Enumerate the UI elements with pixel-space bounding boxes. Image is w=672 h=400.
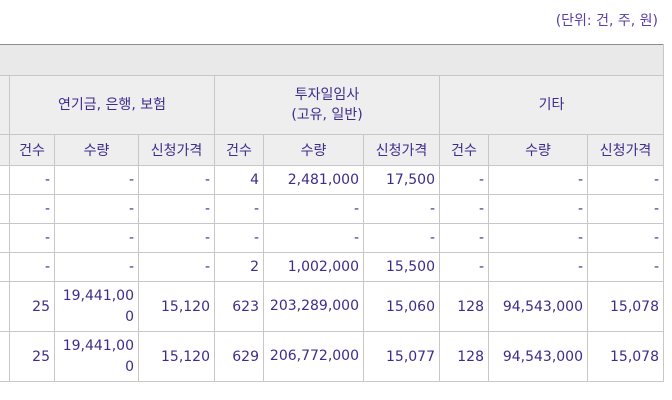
table-row: 25 19,441,000 15,120 629 206,772,000 15,… (0, 331, 664, 382)
table-cell: 17,500 (363, 165, 440, 195)
group-label: 투자일임사 (294, 87, 360, 103)
row-edge-cell (0, 194, 10, 224)
row-edge-cell (0, 281, 10, 332)
table-cell: - (488, 223, 588, 253)
table-cell: 94,543,000 (488, 281, 588, 332)
group-label: 기타 (538, 97, 565, 113)
group-header-edge (0, 75, 10, 135)
table-row: 25 19,441,000 15,120 623 203,289,000 15,… (0, 281, 664, 332)
table-cell: - (488, 194, 588, 224)
table-cell: 25 (9, 281, 55, 332)
sub-header-edge (0, 134, 10, 166)
sub-header-quantity: 수량 (54, 134, 139, 166)
table-cell: 128 (439, 281, 489, 332)
table-cell: - (587, 252, 664, 282)
table-row: - - - 2 1,002,000 15,500 - - - (0, 252, 664, 282)
table-cell: - (214, 223, 264, 253)
group-header-institutions: 연기금, 은행, 보험 (9, 75, 215, 135)
table-cell: - (138, 194, 215, 224)
table-cell: 15,078 (587, 331, 664, 382)
table-cell: - (363, 194, 440, 224)
table-row: - - - 4 2,481,000 17,500 - - - (0, 165, 664, 195)
sub-header-quantity: 수량 (263, 134, 364, 166)
table-cell: - (587, 223, 664, 253)
subscription-table-container: 연기금, 은행, 보험 투자일임사 (고유, 일반) 기타 건수 수량 신청가격… (0, 44, 664, 382)
table-cell: 15,060 (363, 281, 440, 332)
table-cell: 206,772,000 (263, 331, 364, 382)
table-cell: - (214, 194, 264, 224)
table-cell: 15,120 (138, 281, 215, 332)
table-cell: - (439, 223, 489, 253)
row-edge-cell (0, 252, 10, 282)
table-cell: - (9, 194, 55, 224)
table-cell: - (54, 223, 139, 253)
table-cell: - (54, 194, 139, 224)
table-cell: - (138, 165, 215, 195)
group-sublabel: (고유, 일반) (291, 107, 363, 123)
group-header-others: 기타 (439, 75, 664, 135)
row-edge-cell (0, 331, 10, 382)
table-cell: 94,543,000 (488, 331, 588, 382)
table-cell: 15,120 (138, 331, 215, 382)
table-cell: - (9, 223, 55, 253)
table-cell: 15,078 (587, 281, 664, 332)
table-cell: 19,441,000 (54, 331, 139, 382)
row-edge-cell (0, 223, 10, 253)
table-cell: - (9, 165, 55, 195)
table-cell: 19,441,000 (54, 281, 139, 332)
table-cell: - (488, 252, 588, 282)
header-band (0, 44, 664, 76)
table-cell: - (439, 165, 489, 195)
table-cell: 629 (214, 331, 264, 382)
table-cell: 25 (9, 331, 55, 382)
unit-note: (단위: 건, 주, 원) (555, 13, 658, 29)
table-cell: 2 (214, 252, 264, 282)
table-cell: - (9, 252, 55, 282)
table-cell: - (263, 194, 364, 224)
sub-header-count: 건수 (9, 134, 55, 166)
table-cell: 623 (214, 281, 264, 332)
row-edge-cell (0, 165, 10, 195)
sub-header-bid-price: 신청가격 (363, 134, 440, 166)
sub-header-quantity: 수량 (488, 134, 588, 166)
table-cell: 128 (439, 331, 489, 382)
table-cell: 2,481,000 (263, 165, 364, 195)
table-cell: - (587, 165, 664, 195)
sub-header-count: 건수 (214, 134, 264, 166)
header-band-cell (0, 44, 664, 76)
table-cell: - (439, 252, 489, 282)
table-row: - - - - - - - - - (0, 223, 664, 253)
subscription-table: 연기금, 은행, 보험 투자일임사 (고유, 일반) 기타 건수 수량 신청가격… (0, 44, 664, 382)
table-cell: - (138, 223, 215, 253)
table-cell: - (363, 223, 440, 253)
table-cell: - (587, 194, 664, 224)
sub-header-count: 건수 (439, 134, 489, 166)
group-label: 연기금, 은행, 보험 (58, 97, 166, 113)
table-cell: - (263, 223, 364, 253)
table-cell: 15,500 (363, 252, 440, 282)
table-cell: 203,289,000 (263, 281, 364, 332)
group-header-row: 연기금, 은행, 보험 투자일임사 (고유, 일반) 기타 (0, 75, 664, 135)
table-cell: 15,077 (363, 331, 440, 382)
table-cell: 1,002,000 (263, 252, 364, 282)
table-cell: - (439, 194, 489, 224)
table-cell: - (488, 165, 588, 195)
table-row: - - - - - - - - - (0, 194, 664, 224)
table-cell: - (54, 165, 139, 195)
sub-header-row: 건수 수량 신청가격 건수 수량 신청가격 건수 수량 신청가격 (0, 134, 664, 166)
table-cell: - (138, 252, 215, 282)
group-header-investment-advisors: 투자일임사 (고유, 일반) (214, 75, 440, 135)
sub-header-bid-price: 신청가격 (587, 134, 664, 166)
sub-header-bid-price: 신청가격 (138, 134, 215, 166)
table-cell: - (54, 252, 139, 282)
table-cell: 4 (214, 165, 264, 195)
